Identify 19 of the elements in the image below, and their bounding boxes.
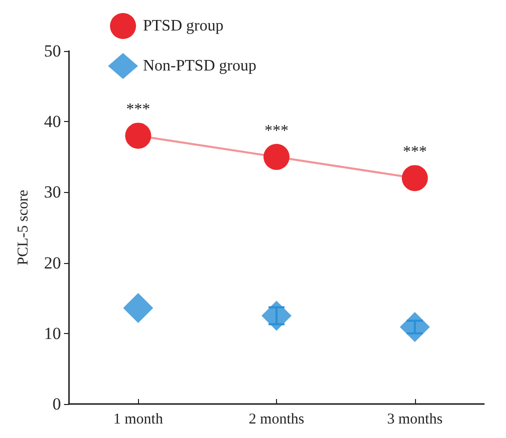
annotation: *** <box>402 144 427 161</box>
legend-label: Non-PTSD group <box>143 58 256 74</box>
y-tick-label: 40 <box>44 112 61 132</box>
legend-label: PTSD group <box>143 18 224 34</box>
y-tick-label: 20 <box>44 253 61 272</box>
y-tick-label: 30 <box>44 182 61 202</box>
x-tick-label: 1 month <box>113 412 164 428</box>
point <box>123 292 154 323</box>
point <box>402 165 428 192</box>
annotation: *** <box>126 101 150 118</box>
y-axis-title: PCL-5 score <box>16 189 32 266</box>
y-tick-label: 0 <box>52 394 61 414</box>
point <box>125 122 152 149</box>
point <box>264 144 290 170</box>
annotation: *** <box>264 122 288 140</box>
y-tick-label: 50 <box>44 42 61 60</box>
x-tick-label: 3 months <box>387 412 443 428</box>
x-tick-label: 2 months <box>248 412 304 428</box>
y-tick-label: 10 <box>44 324 61 343</box>
